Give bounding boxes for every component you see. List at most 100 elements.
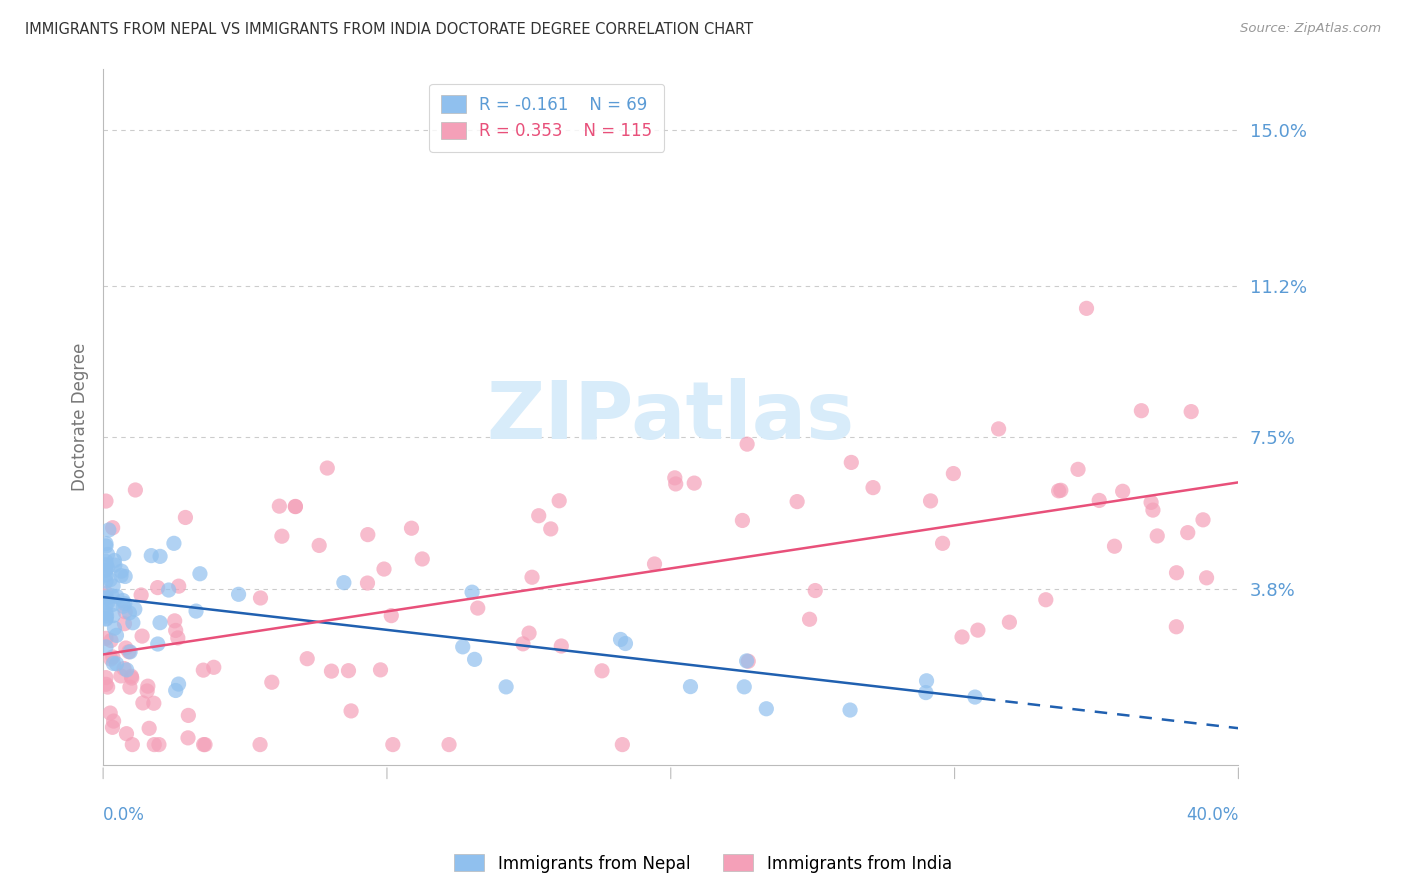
Point bbox=[177, 731, 200, 745]
Point bbox=[143, 738, 166, 752]
Point bbox=[94, 671, 117, 685]
Point bbox=[370, 663, 392, 677]
Point bbox=[683, 476, 706, 491]
Point bbox=[148, 738, 170, 752]
Point bbox=[131, 629, 153, 643]
Point bbox=[114, 616, 136, 631]
Point bbox=[132, 696, 155, 710]
Point bbox=[550, 639, 572, 653]
Point bbox=[122, 615, 145, 630]
Point bbox=[193, 738, 215, 752]
Point bbox=[609, 632, 631, 647]
Point bbox=[167, 579, 190, 593]
Legend: R = -0.161    N = 69, R = 0.353    N = 115: R = -0.161 N = 69, R = 0.353 N = 115 bbox=[429, 84, 664, 152]
Point bbox=[94, 590, 117, 604]
Point bbox=[950, 630, 973, 644]
Point bbox=[202, 660, 225, 674]
Point bbox=[112, 599, 135, 614]
Point bbox=[94, 632, 117, 646]
Point bbox=[284, 500, 307, 514]
Point bbox=[920, 494, 942, 508]
Point bbox=[644, 557, 666, 571]
Point bbox=[786, 494, 808, 508]
Point bbox=[665, 477, 688, 491]
Point bbox=[97, 680, 120, 694]
Point bbox=[146, 637, 169, 651]
Point bbox=[103, 553, 125, 567]
Point bbox=[165, 624, 187, 638]
Point bbox=[94, 554, 117, 568]
Point bbox=[1166, 620, 1188, 634]
Point bbox=[103, 657, 125, 671]
Point bbox=[110, 564, 132, 578]
Point bbox=[105, 590, 128, 604]
Point bbox=[96, 609, 118, 624]
Point bbox=[1047, 483, 1070, 498]
Point bbox=[114, 605, 136, 619]
Point bbox=[614, 636, 637, 650]
Point bbox=[451, 640, 474, 654]
Point bbox=[121, 738, 143, 752]
Point bbox=[467, 601, 489, 615]
Point bbox=[120, 645, 142, 659]
Legend: Immigrants from Nepal, Immigrants from India: Immigrants from Nepal, Immigrants from I… bbox=[447, 847, 959, 880]
Point bbox=[94, 494, 117, 508]
Point bbox=[308, 538, 330, 552]
Point bbox=[124, 602, 146, 616]
Point bbox=[737, 654, 759, 668]
Point bbox=[142, 696, 165, 710]
Point bbox=[527, 508, 550, 523]
Point bbox=[103, 714, 125, 728]
Point bbox=[540, 522, 562, 536]
Point bbox=[104, 558, 127, 573]
Point bbox=[94, 568, 117, 582]
Point bbox=[228, 587, 250, 601]
Point bbox=[284, 500, 307, 514]
Point bbox=[114, 597, 136, 611]
Point bbox=[118, 645, 141, 659]
Point bbox=[839, 455, 862, 469]
Point bbox=[963, 690, 986, 704]
Point bbox=[94, 563, 117, 577]
Point bbox=[804, 583, 827, 598]
Point bbox=[260, 675, 283, 690]
Point bbox=[1049, 483, 1071, 498]
Point bbox=[270, 529, 292, 543]
Point bbox=[295, 651, 318, 665]
Point bbox=[1104, 539, 1126, 553]
Point bbox=[1195, 571, 1218, 585]
Point bbox=[733, 680, 755, 694]
Text: ZIPatlas: ZIPatlas bbox=[486, 378, 855, 456]
Point bbox=[94, 597, 117, 611]
Point bbox=[101, 598, 124, 612]
Point bbox=[1130, 403, 1153, 417]
Text: 40.0%: 40.0% bbox=[1187, 806, 1239, 824]
Point bbox=[96, 560, 118, 574]
Point bbox=[184, 604, 207, 618]
Point bbox=[401, 521, 423, 535]
Point bbox=[94, 611, 117, 625]
Point bbox=[138, 722, 160, 736]
Point bbox=[998, 615, 1021, 630]
Point bbox=[193, 663, 215, 677]
Point bbox=[163, 536, 186, 550]
Point bbox=[115, 727, 138, 741]
Point bbox=[136, 679, 159, 693]
Point bbox=[862, 481, 884, 495]
Point bbox=[356, 576, 378, 591]
Point bbox=[101, 521, 124, 535]
Point bbox=[121, 671, 143, 685]
Point bbox=[188, 566, 211, 581]
Point bbox=[373, 562, 395, 576]
Point bbox=[118, 680, 141, 694]
Point bbox=[114, 640, 136, 655]
Point bbox=[96, 591, 118, 606]
Point bbox=[149, 549, 172, 564]
Point bbox=[112, 661, 135, 675]
Point bbox=[111, 593, 134, 607]
Point bbox=[94, 574, 117, 589]
Point bbox=[249, 738, 271, 752]
Point bbox=[94, 640, 117, 654]
Point bbox=[112, 547, 135, 561]
Text: 0.0%: 0.0% bbox=[103, 806, 145, 824]
